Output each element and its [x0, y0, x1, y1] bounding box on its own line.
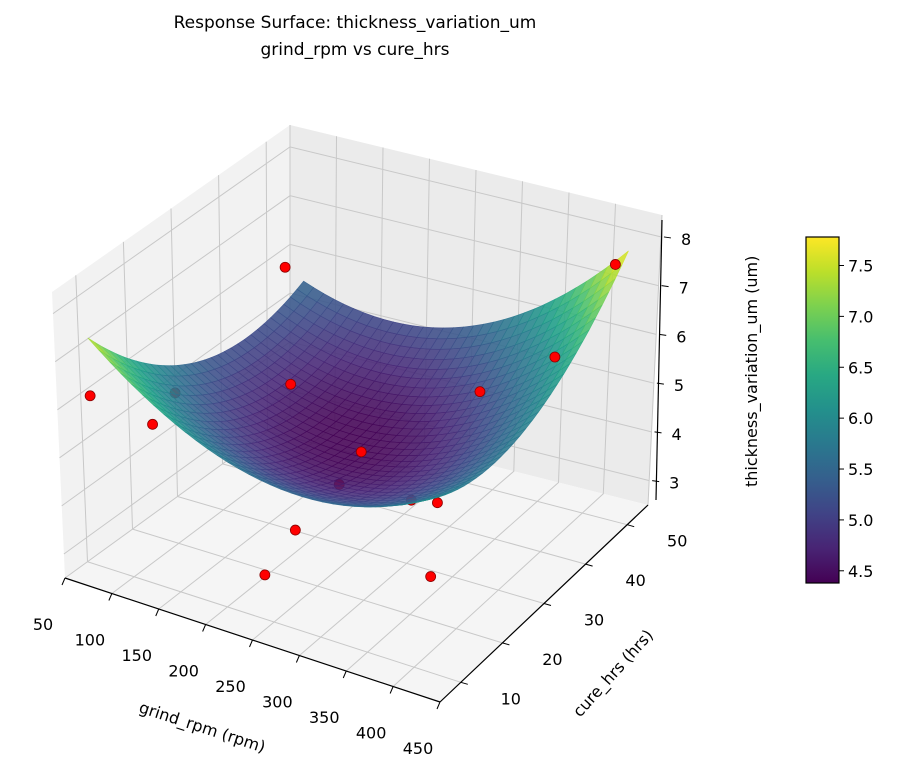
- x-tick-label: 450: [403, 739, 434, 758]
- y-tick-label: 20: [542, 650, 562, 669]
- y-gridline: [218, 175, 586, 565]
- data-point: [289, 524, 301, 536]
- z-tick-label: 4: [672, 425, 682, 444]
- colorbar-tick-label: 7.5: [848, 256, 873, 275]
- x-tick: [342, 670, 347, 679]
- data-point: [355, 446, 367, 458]
- y-tick: [627, 524, 635, 528]
- z-tick-label: 8: [681, 230, 691, 249]
- y-tick: [502, 642, 510, 646]
- x-axis-label: grind_rpm (rpm): [136, 698, 267, 758]
- y-tick-label: 10: [501, 689, 521, 708]
- x-gridline: [345, 192, 570, 672]
- data-point: [609, 259, 621, 270]
- x-gridline: [299, 181, 523, 656]
- y-gridline: [75, 275, 461, 683]
- data-point: [549, 351, 561, 363]
- data-point: [147, 418, 158, 430]
- x-tick-label: 400: [356, 724, 387, 743]
- colorbar-tick-label: 4.5: [848, 562, 873, 581]
- data-point: [432, 497, 443, 509]
- data-point: [279, 261, 291, 273]
- z-tick: [654, 431, 662, 434]
- x-tick-label: 200: [168, 662, 199, 681]
- z-gridline: [54, 195, 659, 363]
- z-tick: [659, 333, 667, 336]
- x-tick-label: 100: [75, 631, 106, 650]
- z-tick-label: 7: [679, 279, 689, 298]
- data-point: [259, 569, 271, 581]
- x-tick-label: 300: [262, 693, 293, 712]
- x-tick: [389, 686, 394, 694]
- x-tick-label: 250: [215, 677, 246, 696]
- x-tick: [202, 624, 207, 632]
- z-axis-label: thickness_variation_um (um): [742, 256, 762, 487]
- x-tick-label: 350: [309, 708, 340, 727]
- x-tick: [295, 655, 300, 663]
- chart-title: Response Surface: thickness_variation_um: [173, 13, 537, 33]
- z-gridline: [52, 146, 662, 315]
- y-gridline: [170, 208, 545, 604]
- colorbar-tick-label: 6.0: [848, 409, 873, 428]
- data-point: [474, 386, 486, 398]
- z-tick: [652, 480, 660, 483]
- x-tick: [155, 608, 160, 617]
- floor-pane: [65, 415, 648, 702]
- x-tick: [249, 639, 253, 648]
- colorbar-tick-label: 7.0: [848, 307, 873, 326]
- z-tick: [663, 236, 672, 239]
- z-tick: [656, 382, 664, 385]
- y-tick: [543, 603, 552, 606]
- data-point: [84, 390, 96, 402]
- x-tick: [108, 593, 113, 601]
- data-point: [285, 378, 297, 390]
- z-tick: [661, 285, 669, 288]
- z-gridline: [57, 243, 657, 411]
- z-tick-label: 5: [674, 376, 684, 395]
- surface-patch: [416, 498, 434, 503]
- colorbar-tick-label: 5.0: [848, 511, 873, 530]
- y-axis-label: cure_hrs (hrs): [569, 626, 658, 722]
- colorbar: [805, 236, 840, 584]
- x-tick-label: 150: [121, 646, 152, 665]
- x-tick: [61, 577, 66, 586]
- z-tick-label: 3: [669, 474, 679, 493]
- x-tick-label: 50: [33, 615, 53, 634]
- colorbar-tick-label: 5.5: [848, 460, 873, 479]
- chart-subtitle: grind_rpm vs cure_hrs: [260, 40, 450, 60]
- y-tick: [460, 681, 468, 685]
- y-tick-label: 50: [667, 532, 687, 551]
- y-tick-label: 30: [584, 611, 604, 630]
- x-gridline: [392, 203, 616, 687]
- z-axis-line: [655, 219, 663, 501]
- y-tick: [585, 563, 593, 567]
- x-tick: [436, 701, 441, 710]
- y-gridline: [122, 241, 503, 644]
- z-tick-label: 6: [676, 327, 686, 346]
- colorbar-tick-label: 6.5: [848, 358, 873, 377]
- y-tick-label: 40: [625, 571, 645, 590]
- data-point: [425, 571, 437, 582]
